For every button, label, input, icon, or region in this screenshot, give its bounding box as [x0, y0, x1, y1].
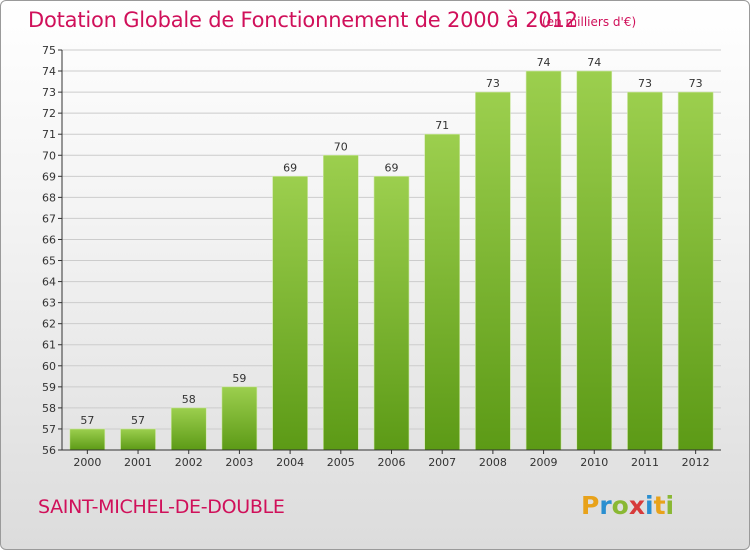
chart-title: Dotation Globale de Fonctionnement de 20… — [28, 8, 578, 32]
bar — [576, 70, 613, 451]
data-label: 74 — [537, 56, 551, 69]
data-label: 69 — [385, 161, 399, 174]
y-tick-label: 59 — [42, 381, 56, 394]
y-tick-label: 69 — [42, 170, 56, 183]
data-label: 73 — [486, 77, 500, 90]
bar — [475, 91, 511, 451]
y-tick-label: 63 — [42, 297, 56, 310]
data-label: 57 — [80, 414, 94, 427]
y-tick-label: 66 — [42, 233, 56, 246]
x-tick-label: 2007 — [428, 456, 456, 469]
bar — [677, 91, 714, 451]
data-label: 71 — [435, 119, 449, 132]
y-tick-label: 71 — [42, 128, 56, 141]
chart-subtitle: (en milliers d'€) — [542, 15, 637, 29]
bar — [120, 428, 156, 451]
x-tick-label: 2005 — [327, 456, 355, 469]
x-tick-label: 2004 — [276, 456, 304, 469]
y-tick-label: 70 — [42, 149, 56, 162]
x-tick-label: 2002 — [175, 456, 203, 469]
x-tick-label: 2008 — [479, 456, 507, 469]
y-tick-label: 56 — [42, 444, 56, 457]
y-tick-label: 72 — [42, 107, 56, 120]
y-tick-label: 65 — [42, 255, 56, 268]
x-tick-label: 2003 — [225, 456, 253, 469]
bars — [69, 70, 714, 451]
data-label: 59 — [232, 372, 246, 385]
y-tick-label: 62 — [42, 318, 56, 331]
bar — [424, 133, 460, 451]
x-tick-label: 2009 — [530, 456, 558, 469]
bar — [272, 176, 308, 451]
bar — [525, 70, 562, 451]
commune-name: SAINT-MICHEL-DE-DOUBLE — [38, 496, 285, 518]
y-tick-label: 68 — [42, 191, 56, 204]
y-tick-label: 74 — [42, 65, 56, 78]
x-tick-label: 2011 — [631, 456, 659, 469]
labels: 56 57 58 59 60 61 62 63 64 65 66 67 68 69 70 71 72 73 74 75… — [42, 44, 710, 469]
data-label: 69 — [283, 161, 297, 174]
y-tick-label: 75 — [42, 44, 56, 57]
proxiti-logo: Proxiti — [581, 491, 675, 520]
y-tick-label: 57 — [42, 423, 56, 436]
x-tick-label: 2001 — [124, 456, 152, 469]
x-tick-label: 2000 — [73, 456, 101, 469]
x-tick-label: 2006 — [378, 456, 406, 469]
data-label: 58 — [182, 393, 196, 406]
y-tick-label: 64 — [42, 276, 56, 289]
y-tick-label: 61 — [42, 339, 56, 352]
bar — [69, 428, 106, 451]
x-tick-label: 2010 — [580, 456, 608, 469]
bar — [323, 154, 359, 451]
bar — [373, 176, 410, 451]
axes — [58, 49, 721, 454]
x-tick-label: 2012 — [682, 456, 710, 469]
bar — [627, 91, 663, 451]
y-tick-label: 73 — [42, 86, 56, 99]
data-label: 74 — [587, 56, 601, 69]
y-tick-label: 58 — [42, 402, 56, 415]
bar — [221, 386, 258, 451]
data-label: 57 — [131, 414, 145, 427]
data-label: 73 — [638, 77, 652, 90]
y-tick-label: 60 — [42, 360, 56, 373]
data-label: 73 — [689, 77, 703, 90]
data-label: 70 — [334, 140, 348, 153]
bar — [170, 407, 207, 451]
y-tick-label: 67 — [42, 212, 56, 225]
